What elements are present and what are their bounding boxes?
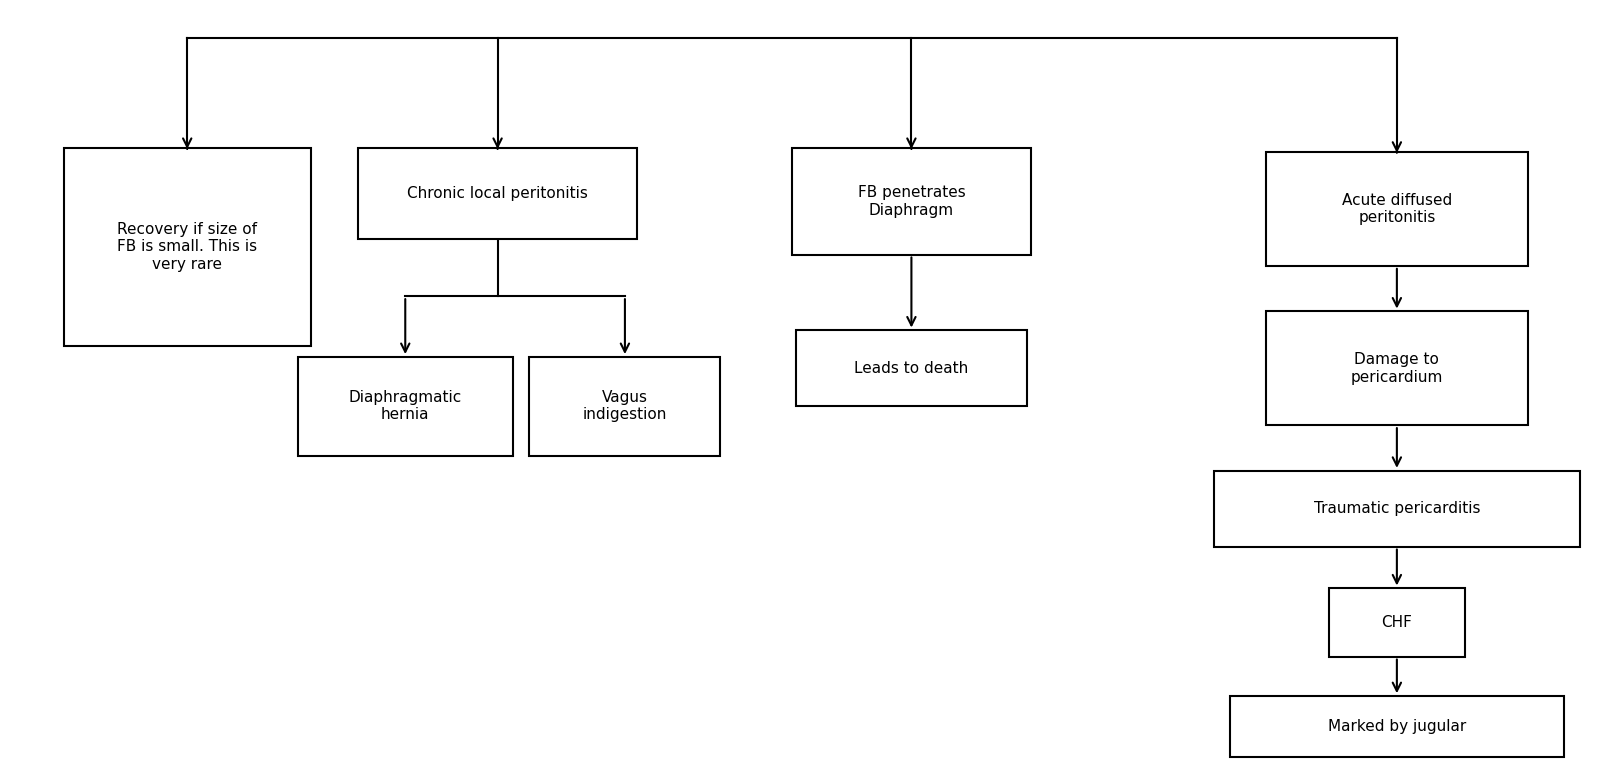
Bar	[1266, 311, 1528, 425]
Text: Acute diffused
peritonitis: Acute diffused peritonitis	[1342, 193, 1453, 225]
Text: Recovery if size of
FB is small. This is
very rare: Recovery if size of FB is small. This is…	[117, 222, 258, 272]
Bar	[1230, 696, 1565, 757]
Text: FB penetrates
Diaphragm: FB penetrates Diaphragm	[858, 185, 965, 218]
Bar	[1214, 471, 1579, 547]
Bar	[358, 148, 637, 239]
Bar	[64, 148, 310, 346]
Text: Chronic local peritonitis: Chronic local peritonitis	[406, 186, 589, 201]
Bar	[1266, 152, 1528, 266]
Text: CHF: CHF	[1381, 615, 1413, 630]
Bar	[530, 357, 720, 456]
Bar	[792, 148, 1030, 255]
Bar	[797, 331, 1027, 407]
Bar	[1330, 588, 1464, 657]
Bar	[298, 357, 512, 456]
Text: Traumatic pericarditis: Traumatic pericarditis	[1314, 501, 1480, 516]
Text: Vagus
indigestion: Vagus indigestion	[582, 390, 667, 423]
Text: Diaphragmatic
hernia: Diaphragmatic hernia	[349, 390, 462, 423]
Text: Leads to death: Leads to death	[854, 360, 968, 376]
Text: Marked by jugular: Marked by jugular	[1328, 719, 1466, 734]
Text: Damage to
pericardium: Damage to pericardium	[1350, 352, 1443, 384]
